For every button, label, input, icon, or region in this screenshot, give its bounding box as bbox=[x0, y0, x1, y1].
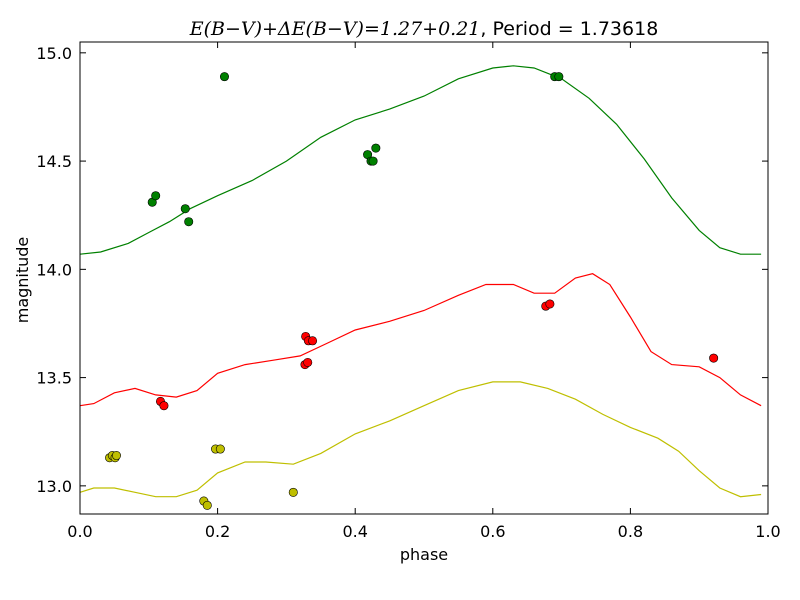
series-2-point-10 bbox=[554, 72, 564, 82]
data-marker bbox=[215, 444, 225, 454]
x-tick-label: 0.4 bbox=[342, 522, 367, 541]
series-2-fit-curve bbox=[79, 65, 762, 255]
series-1-point-1 bbox=[159, 401, 169, 411]
series-0-fit-curve bbox=[79, 381, 762, 498]
y-tick-label: 15.0 bbox=[36, 44, 72, 63]
series-2-point-4 bbox=[219, 72, 229, 82]
y-tick-label: 13.0 bbox=[36, 477, 72, 496]
data-marker bbox=[545, 299, 555, 309]
x-axis-label: phase bbox=[400, 545, 448, 564]
series-2-point-8 bbox=[371, 143, 381, 153]
axes: 0.0 0.2 0.4 0.6 0.8 1.0 13.0 13.5 14.0 14.5 15.0 bbox=[36, 42, 781, 541]
chart-title: E(B−V)+ΔE(B−V)=1.27+0.21, Period = 1.736… bbox=[189, 18, 659, 40]
x-tick-label: 0.6 bbox=[480, 522, 505, 541]
series-1-point-3 bbox=[303, 357, 313, 367]
data-marker bbox=[308, 336, 318, 346]
x-tick-label: 0.8 bbox=[618, 522, 643, 541]
series-1-point-8 bbox=[545, 299, 555, 309]
y-tick-label: 14.5 bbox=[36, 152, 72, 171]
y-tick-label: 13.5 bbox=[36, 369, 72, 388]
y-tick-label: 14.0 bbox=[36, 260, 72, 279]
plot-area bbox=[79, 65, 762, 510]
series-1-fit-curve bbox=[79, 273, 762, 407]
x-tick-label: 0.0 bbox=[67, 522, 92, 541]
series-2-point-2 bbox=[180, 204, 190, 214]
series-0-point-7 bbox=[215, 444, 225, 454]
y-axis-label: magnitude bbox=[13, 237, 32, 324]
data-marker bbox=[554, 72, 564, 82]
data-marker bbox=[368, 156, 378, 166]
series-1-point-6 bbox=[308, 336, 318, 346]
data-marker bbox=[151, 191, 161, 201]
series-0-point-5 bbox=[202, 500, 212, 510]
series-1-point-9 bbox=[709, 353, 719, 363]
series-2-point-3 bbox=[184, 217, 194, 227]
chart-title-math: E(B−V)+ΔE(B−V)=1.27+0.21 bbox=[189, 18, 481, 40]
data-marker bbox=[180, 204, 190, 214]
data-marker bbox=[202, 500, 212, 510]
data-marker bbox=[371, 143, 381, 153]
data-marker bbox=[709, 353, 719, 363]
x-tick-label: 0.2 bbox=[205, 522, 230, 541]
chart-title-period: , Period = 1.73618 bbox=[480, 18, 658, 40]
x-tick-label: 1.0 bbox=[755, 522, 780, 541]
plot-frame bbox=[79, 41, 769, 515]
data-marker bbox=[111, 451, 121, 461]
data-marker bbox=[159, 401, 169, 411]
series-0-point-8 bbox=[288, 487, 298, 497]
data-marker bbox=[288, 487, 298, 497]
data-marker bbox=[219, 72, 229, 82]
data-marker bbox=[184, 217, 194, 227]
series-0-point-3 bbox=[111, 451, 121, 461]
series-2-point-7 bbox=[368, 156, 378, 166]
series-2-point-1 bbox=[151, 191, 161, 201]
data-marker bbox=[303, 357, 313, 367]
